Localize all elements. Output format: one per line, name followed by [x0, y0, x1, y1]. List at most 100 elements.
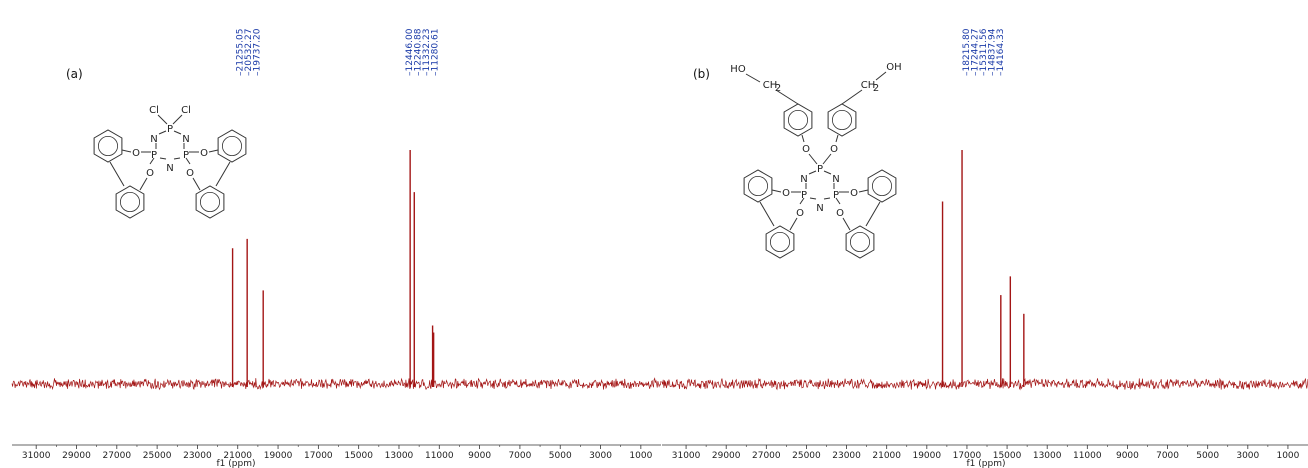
peak-label: –21255.05	[235, 29, 245, 76]
benzene-ring	[743, 169, 773, 203]
atom-label: N	[832, 174, 839, 185]
atom-label: N	[166, 163, 173, 174]
atom-label: N	[150, 134, 157, 145]
x-tick-label: 21000	[872, 451, 901, 461]
x-tick-label: 3000	[589, 451, 612, 461]
x-tick-label: 7000	[508, 451, 531, 461]
bond	[842, 217, 851, 231]
peak-label: –14837.94	[988, 28, 998, 76]
bond	[208, 149, 219, 153]
peak-label: –14164.33	[996, 29, 1006, 76]
atom-label: P	[183, 150, 189, 161]
x-tick-label: 27000	[102, 451, 131, 461]
benzene-ring	[827, 103, 857, 137]
atom-label: 2	[775, 83, 781, 94]
peak-label: –15311.56	[979, 28, 989, 76]
spectrum-trace-b	[661, 150, 1308, 391]
bond	[835, 197, 841, 205]
atom-label: N	[182, 134, 189, 145]
bond	[809, 197, 817, 200]
bond	[823, 197, 831, 200]
atom-label: O	[850, 188, 858, 199]
x-tick-label: 31000	[22, 451, 51, 461]
atom-label: P	[151, 150, 157, 161]
peak-label: –11332.23	[422, 29, 432, 76]
x-tick-label: 15000	[344, 451, 373, 461]
bond	[822, 153, 832, 165]
atom-label: O	[796, 208, 804, 219]
x-tick-label: 1000	[1276, 451, 1299, 461]
atom-label: N	[816, 203, 823, 214]
x-tick-label: 23000	[183, 451, 212, 461]
atom-label: 2	[873, 83, 879, 94]
x-tick-label: 15000	[993, 451, 1022, 461]
x-tick-label: 25000	[792, 451, 821, 461]
bond	[149, 157, 155, 165]
atom-label: Cl	[181, 105, 191, 116]
bond	[139, 177, 148, 191]
x-tick-label: 27000	[752, 451, 781, 461]
bond	[173, 130, 182, 135]
aromatic-circle	[872, 175, 893, 196]
x-tick-label: 13000	[1033, 451, 1062, 461]
atom-label: O	[186, 168, 194, 179]
x-tick-label: 7000	[1156, 451, 1179, 461]
atom-label: P	[801, 190, 807, 201]
peak-label: –11280.61	[431, 29, 441, 76]
aromatic-circle	[832, 110, 853, 131]
bond	[173, 157, 181, 160]
x-tick-label: 17000	[304, 451, 333, 461]
x-tick-label: 9000	[1116, 451, 1139, 461]
bond	[823, 170, 832, 175]
bond	[875, 71, 887, 81]
bond	[865, 201, 881, 227]
aromatic-circle	[221, 135, 242, 156]
bond	[192, 177, 201, 191]
aromatic-circle	[120, 191, 141, 212]
atom-label: P	[167, 124, 173, 135]
bond	[759, 201, 775, 227]
x-tick-label: 31000	[672, 451, 701, 461]
x-tick-label: 3000	[1236, 451, 1259, 461]
benzene-ring	[93, 129, 123, 163]
bond	[185, 157, 191, 165]
aromatic-circle	[98, 135, 119, 156]
peak-label: –12240.88	[414, 28, 424, 76]
x-axis-a: 31000 29000 27000 25000 23000 21000 19000 17000…	[12, 444, 661, 461]
aromatic-circle	[199, 191, 220, 212]
peak-label: –18215.80	[962, 28, 972, 76]
atom-label: Cl	[149, 105, 159, 116]
x-axis-b: 31000 29000 27000 25000 23000 21000 19000 17000…	[662, 444, 1308, 461]
bond	[109, 161, 125, 187]
bond	[215, 161, 231, 187]
spectrum-baseline	[661, 377, 1308, 391]
x-axis-label-a: f1 (ppm)	[217, 459, 256, 468]
x-tick-label: 17000	[953, 451, 982, 461]
atom-label: O	[132, 148, 140, 159]
aromatic-circle	[748, 175, 769, 196]
peak-label: –12446.00	[405, 28, 415, 76]
atom-label: OH	[886, 62, 901, 73]
bond	[801, 134, 805, 143]
atom-label: P	[833, 190, 839, 201]
panel-label-a: (a)	[66, 67, 83, 81]
bond	[158, 130, 167, 135]
x-tick-label: 29000	[712, 451, 741, 461]
atom-label: P	[817, 164, 823, 175]
x-tick-label: 5000	[1196, 451, 1219, 461]
peak-labels-b: –18215.80–17244.27–15311.56–14837.94–141…	[962, 28, 1006, 76]
benzene-ring	[115, 185, 145, 219]
bond	[808, 153, 818, 165]
bond	[799, 197, 805, 205]
bond	[172, 114, 183, 125]
bond	[858, 189, 869, 193]
bond	[775, 89, 799, 105]
atom-label: O	[830, 144, 838, 155]
peak-labels-a: –21255.05–20532.27–19737.20 –12446.00–122…	[235, 28, 440, 76]
peak-label: –20532.27	[244, 29, 254, 76]
bond	[159, 157, 167, 160]
peak-label: –19737.20	[252, 28, 262, 76]
